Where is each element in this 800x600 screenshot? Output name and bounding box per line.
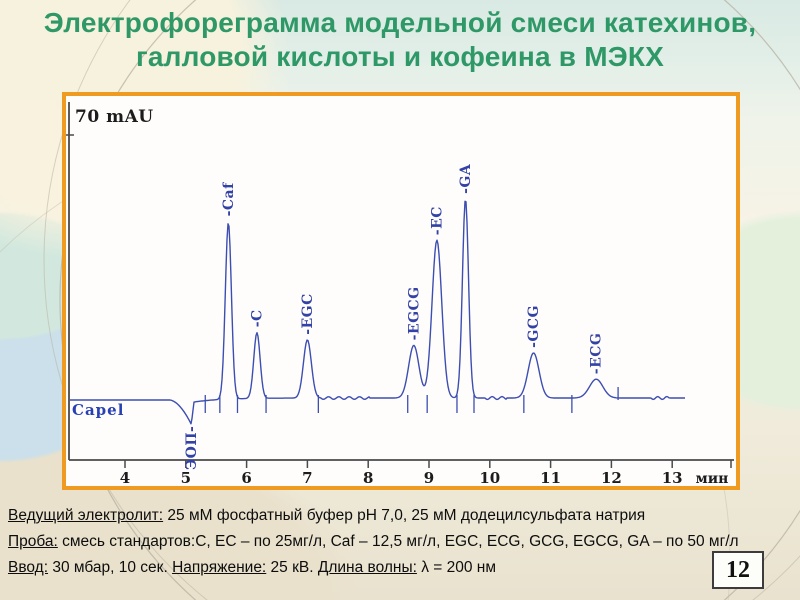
svg-text:ЭОП-: ЭОП-	[184, 426, 200, 470]
svg-text:10: 10	[479, 469, 500, 486]
svg-text:4: 4	[120, 469, 130, 486]
svg-text:-EGC: -EGC	[300, 293, 316, 335]
svg-text:11: 11	[540, 469, 561, 486]
notes: Ведущий электролит: 25 мМ фосфатный буфе…	[8, 503, 796, 581]
svg-text:12: 12	[601, 469, 622, 486]
svg-text:мин: мин	[696, 471, 729, 486]
svg-text:9: 9	[424, 469, 434, 486]
svg-text:-C: -C	[249, 309, 265, 327]
svg-text:6: 6	[241, 469, 251, 486]
svg-text:70 mAU: 70 mAU	[75, 107, 154, 127]
page-number: 12	[726, 556, 750, 583]
svg-text:13: 13	[662, 469, 683, 486]
svg-text:8: 8	[363, 469, 373, 486]
svg-text:Capel: Capel	[72, 401, 124, 419]
slide-title: Электрофореграмма модельной смеси катехи…	[0, 6, 800, 74]
svg-text:-GCG: -GCG	[526, 305, 542, 348]
electropherogram-canvas: 4 5 6 7 8 9 10 11 12 13 мин 70 mAU Capel -Caf -C -EGC -E…	[66, 102, 734, 486]
svg-text:-ECG: -ECG	[589, 333, 605, 375]
note-line-2: Проба: смесь стандартов:C, EC – по 25мг/…	[8, 533, 739, 550]
svg-text:5: 5	[181, 469, 191, 486]
title-line-1: Электрофореграмма модельной смеси катехи…	[43, 7, 757, 38]
svg-text:7: 7	[302, 469, 312, 486]
title-line-2: галловой кислоты и кофеина в МЭКХ	[135, 41, 665, 72]
decorative-ring-1	[59, 0, 800, 600]
decorative-ring-2	[43, 0, 800, 600]
svg-text:-Caf: -Caf	[221, 182, 237, 217]
svg-text:-EC: -EC	[429, 206, 445, 235]
svg-text:-GA: -GA	[458, 163, 474, 194]
page-number-box: 12	[712, 551, 764, 589]
note-line-3: Ввод: 30 мбар, 10 сек. Напряжение: 25 кВ…	[8, 559, 497, 576]
svg-text:-EGCG: -EGCG	[406, 286, 422, 340]
chart-frame: 4 5 6 7 8 9 10 11 12 13 мин 70 mAU Capel -Caf -C -EGC -E…	[62, 92, 740, 490]
note-line-1: Ведущий электролит: 25 мМ фосфатный буфе…	[8, 507, 646, 524]
